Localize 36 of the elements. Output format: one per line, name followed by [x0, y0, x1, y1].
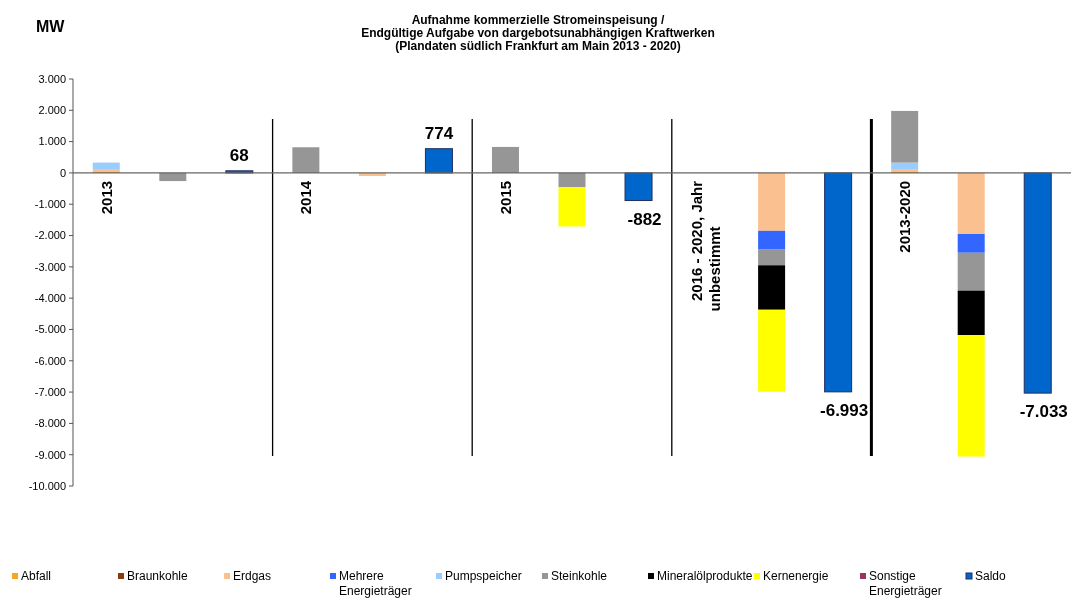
- legend-label: Braunkohle: [127, 569, 189, 583]
- y-tick-label: -8.000: [34, 417, 66, 430]
- data-label: -882: [627, 209, 662, 229]
- data-label: -6.993: [820, 400, 869, 420]
- legend-label: Kernenergie: [763, 569, 829, 583]
- y-tick-label: 1.000: [38, 135, 66, 148]
- legend-label: Mehrere Energieträger: [339, 569, 412, 598]
- y-tick-label: -10.000: [28, 479, 66, 492]
- y-tick-label: -6.000: [34, 354, 66, 367]
- data-label: 68: [229, 145, 249, 165]
- chart-title: Aufnahme kommerzielle Stromeinspeisung / Endgültige Aufgabe von dargebotsunabhängigen Kraftwerken (Plandaten südlich Frankfurt am Main 2013 - 2020): [361, 13, 715, 53]
- legend-label: Saldo: [975, 569, 1007, 583]
- y-tick-label: -3.000: [34, 260, 66, 273]
- y-tick-label: -2.000: [34, 229, 66, 242]
- annotation: 2014: [297, 180, 315, 215]
- annotation: 2016 - 2020, Jahr unbestimmt: [688, 180, 723, 312]
- legend-label: Pumpspeicher: [445, 569, 522, 583]
- y-tick-label: 2.000: [38, 104, 66, 117]
- legend-label: Erdgas: [233, 569, 272, 583]
- legend-label: Sonstige Energieträger: [869, 569, 942, 598]
- y-tick-label: 3.000: [38, 72, 66, 85]
- annotation: 2013-2020: [895, 180, 913, 253]
- y-tick-label: 0: [59, 166, 66, 179]
- legend-label: Mineralölprodukte: [657, 569, 753, 583]
- y-tick-label: -7.000: [34, 385, 66, 398]
- y-tick-label: -9.000: [34, 448, 66, 461]
- y-axis-title: MW: [36, 18, 66, 35]
- y-tick-label: -4.000: [34, 292, 66, 304]
- legend-label: Steinkohle: [551, 569, 608, 583]
- y-tick-label: -5.000: [34, 323, 66, 336]
- data-label: 774: [424, 123, 454, 143]
- y-tick-label: -1.000: [34, 198, 66, 211]
- annotation: 2015: [496, 180, 514, 215]
- data-label: -7.033: [1019, 402, 1068, 422]
- legend-label: Abfall: [21, 569, 52, 583]
- annotation: 2013: [97, 180, 115, 215]
